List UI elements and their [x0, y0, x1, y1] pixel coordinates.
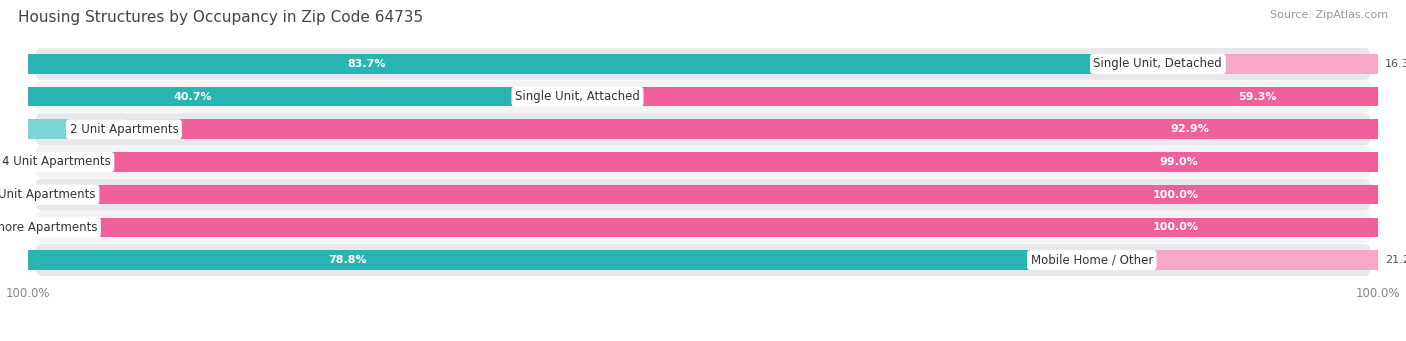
- Text: 21.2%: 21.2%: [1385, 255, 1406, 265]
- Bar: [28, 54, 1159, 74]
- FancyBboxPatch shape: [35, 211, 1371, 243]
- Text: 7.1%: 7.1%: [89, 124, 117, 134]
- Text: Single Unit, Detached: Single Unit, Detached: [1094, 57, 1222, 71]
- Bar: [28, 218, 1378, 237]
- Text: 0.0%: 0.0%: [0, 222, 21, 232]
- FancyBboxPatch shape: [35, 113, 1371, 145]
- Text: Source: ZipAtlas.com: Source: ZipAtlas.com: [1270, 10, 1388, 20]
- Text: Single Unit, Attached: Single Unit, Attached: [515, 90, 640, 103]
- Bar: [578, 87, 1378, 106]
- Text: 99.0%: 99.0%: [1160, 157, 1198, 167]
- Bar: [1159, 54, 1378, 74]
- Text: Housing Structures by Occupancy in Zip Code 64735: Housing Structures by Occupancy in Zip C…: [18, 10, 423, 25]
- Text: 1.1%: 1.1%: [8, 157, 37, 167]
- Text: 100.0%: 100.0%: [1153, 190, 1198, 199]
- Text: 40.7%: 40.7%: [173, 92, 212, 102]
- Bar: [28, 250, 1091, 270]
- Text: 0.0%: 0.0%: [0, 190, 21, 199]
- Bar: [1091, 250, 1378, 270]
- FancyBboxPatch shape: [35, 48, 1371, 80]
- Text: 83.7%: 83.7%: [347, 59, 387, 69]
- Text: 2 Unit Apartments: 2 Unit Apartments: [69, 123, 179, 136]
- Text: 3 or 4 Unit Apartments: 3 or 4 Unit Apartments: [0, 155, 111, 168]
- Text: 92.9%: 92.9%: [1170, 124, 1209, 134]
- FancyBboxPatch shape: [35, 179, 1371, 211]
- FancyBboxPatch shape: [35, 244, 1371, 276]
- Bar: [28, 185, 1378, 205]
- Bar: [44, 152, 1379, 172]
- Text: 100.0%: 100.0%: [1153, 222, 1198, 232]
- Text: Mobile Home / Other: Mobile Home / Other: [1031, 253, 1153, 267]
- Text: 16.3%: 16.3%: [1385, 59, 1406, 69]
- Text: 59.3%: 59.3%: [1239, 92, 1277, 102]
- Bar: [28, 87, 578, 106]
- FancyBboxPatch shape: [35, 80, 1371, 113]
- Text: 5 to 9 Unit Apartments: 5 to 9 Unit Apartments: [0, 188, 96, 201]
- Bar: [28, 119, 124, 139]
- Text: 10 or more Apartments: 10 or more Apartments: [0, 221, 97, 234]
- Bar: [28, 152, 44, 172]
- FancyBboxPatch shape: [35, 146, 1371, 178]
- Bar: [124, 119, 1378, 139]
- Text: 78.8%: 78.8%: [328, 255, 367, 265]
